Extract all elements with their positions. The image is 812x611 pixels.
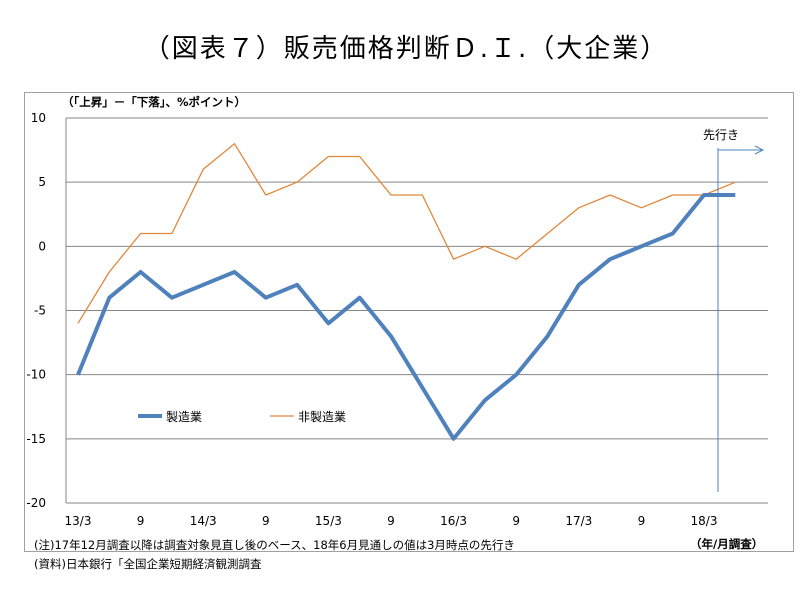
series-lines [76,143,736,441]
legend: 製造業 非製造業 [138,410,346,424]
grid-lines [66,117,768,440]
y-tick-label: -5 [34,304,46,318]
y-tick-label: -20 [26,496,46,510]
x-tick-label: 16/3 [440,514,467,528]
x-tick-label: 18/3 [691,514,718,528]
series-line-manufacturing [76,193,736,441]
forecast-annotation: 先行き [703,128,765,492]
x-tick-label: 13/3 [65,514,92,528]
y-tick-label: 5 [38,175,46,189]
x-tick-label: 14/3 [190,514,217,528]
x-axis-label: （年/月調査） [690,537,764,551]
x-tick-label: 17/3 [565,514,592,528]
x-tick-label: 9 [387,514,395,528]
arrow-head-icon [754,145,765,155]
note-line: (注)17年12月調査以降は調査対象見直し後のベース、18年6月見通しの値は3月… [34,538,515,552]
y-axis-label: （「上昇」－「下落」、%ポイント） [62,95,246,109]
chart-frame [24,92,794,552]
legend-label: 製造業 [166,410,202,424]
series-line-non-manufacturing [77,143,736,324]
y-tick-label: 0 [38,239,46,253]
y-tick-label: -15 [26,432,46,446]
axes [65,118,768,504]
y-tick-label: 10 [31,111,46,125]
x-tick-label: 15/3 [315,514,342,528]
chart-title: （図表７）販売価格判断Ｄ.Ｉ.（大企業） [143,34,669,64]
y-tick-label: -10 [26,368,46,382]
x-tick-label: 9 [137,514,145,528]
tick-labels: 10 5 0 -5 -10 -15 -20 （「上昇」－「下落」、%ポイント） 13/3 9 14/… [26,95,717,528]
forecast-label: 先行き [703,128,739,142]
x-tick-label: 9 [262,514,270,528]
x-tick-label: 9 [512,514,520,528]
x-tick-label: 9 [638,514,646,528]
source-line: (資料)日本銀行「全国企業短期経済観測調査 [34,557,262,571]
legend-label: 非製造業 [298,410,346,424]
